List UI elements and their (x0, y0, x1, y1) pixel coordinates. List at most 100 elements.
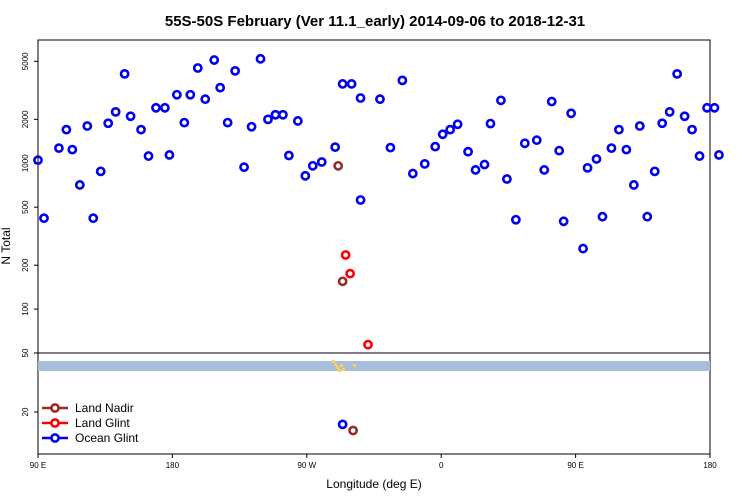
point-land-glint (363, 339, 373, 350)
y-tick-label: 1000 (21, 154, 30, 172)
point-ocean-glint (110, 106, 121, 117)
point-ocean-glint (566, 108, 577, 119)
point-ocean-glint (591, 154, 602, 164)
point-ocean-glint (606, 143, 617, 154)
point-ocean-glint (437, 129, 448, 140)
coverage-band (38, 361, 710, 371)
point-ocean-glint (270, 109, 281, 120)
point-ocean-glint (239, 162, 249, 173)
point-ocean-glint (502, 174, 512, 184)
legend-label: Land Glint (75, 416, 130, 430)
point-ocean-glint (192, 63, 203, 73)
point-ocean-glint (407, 168, 418, 179)
point-ocean-glint (657, 118, 668, 129)
point-ocean-glint (664, 106, 675, 117)
point-ocean-glint (125, 111, 136, 122)
point-ocean-glint (430, 141, 441, 152)
point-ocean-glint (445, 124, 456, 135)
band-marker (336, 366, 339, 369)
point-ocean-glint (621, 144, 632, 155)
point-ocean-glint (171, 89, 182, 100)
point-ocean-glint (385, 142, 396, 153)
point-ocean-glint (307, 160, 318, 171)
point-ocean-glint (519, 138, 530, 149)
x-tick-label: 90 E (30, 461, 46, 470)
point-ocean-glint (539, 165, 550, 175)
point-ocean-glint (316, 157, 327, 167)
point-ocean-glint (485, 118, 496, 129)
point-land-nadir (348, 425, 358, 436)
point-ocean-glint (185, 89, 196, 100)
point-ocean-glint (119, 68, 130, 79)
band-marker (338, 369, 341, 372)
point-ocean-glint (346, 79, 357, 89)
point-ocean-glint (628, 180, 639, 190)
point-ocean-glint (160, 102, 170, 113)
point-ocean-glint (479, 159, 490, 170)
point-ocean-glint (597, 211, 608, 222)
y-tick-label: 100 (21, 302, 30, 316)
point-ocean-glint (694, 151, 705, 161)
point-ocean-glint (687, 124, 697, 135)
y-tick-label: 2000 (21, 110, 30, 128)
legend-label: Land Nadir (75, 401, 134, 415)
point-ocean-glint (54, 143, 64, 154)
point-ocean-glint (164, 150, 175, 160)
point-ocean-glint (531, 135, 542, 146)
point-ocean-glint (337, 419, 348, 430)
point-ocean-glint (179, 117, 190, 128)
y-tick-label: 50 (21, 348, 30, 357)
point-ocean-glint (88, 213, 99, 224)
point-ocean-glint (151, 102, 161, 113)
point-ocean-glint (33, 155, 43, 166)
point-ocean-glint (300, 170, 311, 181)
legend-marker (50, 403, 60, 413)
point-ocean-glint (419, 158, 430, 169)
point-land-nadir (333, 160, 344, 171)
x-tick-label: 180 (166, 461, 180, 470)
y-tick-label: 20 (21, 407, 30, 416)
point-land-nadir (337, 276, 348, 287)
point-ocean-glint (546, 96, 557, 107)
plot-area-lower (37, 352, 711, 455)
point-ocean-glint (714, 150, 724, 160)
legend-label: Ocean Glint (75, 431, 139, 445)
data-points (33, 53, 724, 436)
point-ocean-glint (246, 121, 257, 132)
chart-title: 55S-50S February (Ver 11.1_early) 2014-0… (165, 13, 585, 30)
point-ocean-glint (330, 142, 341, 153)
point-ocean-glint (200, 94, 211, 105)
point-ocean-glint (452, 119, 463, 130)
band-marker (332, 360, 335, 363)
x-tick-label: 180 (703, 461, 717, 470)
legend-marker (50, 418, 60, 428)
point-land-glint (345, 268, 356, 279)
plot-area-upper (37, 39, 711, 354)
point-ocean-glint (74, 180, 85, 190)
point-ocean-glint (510, 214, 521, 225)
point-ocean-glint (578, 243, 588, 254)
y-tick-label: 500 (21, 200, 30, 214)
point-ocean-glint (209, 55, 220, 65)
point-ocean-glint (709, 102, 720, 113)
point-ocean-glint (143, 151, 154, 161)
point-ocean-glint (375, 94, 385, 105)
point-ocean-glint (614, 124, 624, 135)
point-ocean-glint (672, 68, 683, 79)
point-ocean-glint (67, 144, 78, 155)
x-tick-label: 90 E (567, 461, 583, 470)
band-marker (334, 363, 337, 366)
point-ocean-glint (582, 162, 593, 173)
band-marker (342, 368, 345, 371)
point-ocean-glint (558, 216, 569, 227)
y-axis-label: N Total (0, 227, 13, 264)
x-axis: 90 E 180 90 W 0 90 E 180 (30, 454, 717, 470)
point-ocean-glint (230, 65, 241, 76)
point-ocean-glint (103, 118, 114, 129)
x-tick-label: 0 (439, 461, 444, 470)
point-ocean-glint (679, 111, 690, 122)
point-ocean-glint (39, 213, 49, 224)
point-ocean-glint (215, 82, 226, 93)
